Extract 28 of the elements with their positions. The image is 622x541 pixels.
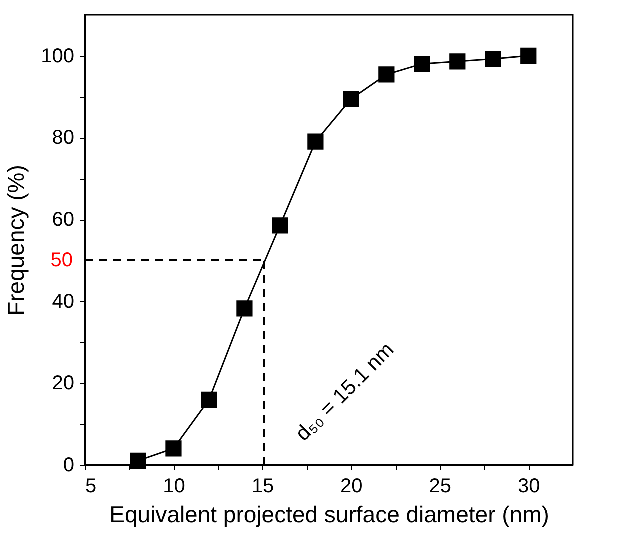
point	[201, 392, 218, 408]
y-axis-title: Frequency (%)	[3, 165, 30, 316]
x-tick-label: 20	[340, 476, 363, 498]
x-tick-label: 30	[518, 476, 540, 498]
y-tick-label: 100	[41, 45, 74, 68]
point	[450, 54, 466, 70]
x-tick-label: 5	[86, 476, 97, 498]
point	[236, 300, 253, 317]
x-axis-title: Equivalent projected surface diameter (nm)	[110, 502, 550, 528]
y-tick-label: 60	[52, 209, 74, 232]
point	[272, 218, 288, 234]
x-tick-label: 10	[163, 476, 186, 498]
point	[130, 452, 146, 469]
point	[166, 440, 182, 457]
y-tick-label: 20	[52, 372, 74, 395]
point	[343, 91, 360, 108]
x-tick-label: 25	[429, 476, 452, 498]
point	[520, 48, 537, 64]
point	[308, 134, 324, 150]
y-tick-label: 80	[52, 127, 74, 150]
y-tick-label: 0	[63, 454, 74, 476]
ref-line-label: 50	[50, 249, 73, 272]
y-tick-label: 40	[52, 290, 74, 313]
x-tick-label: 15	[252, 476, 274, 498]
point	[414, 56, 430, 72]
point	[378, 66, 395, 83]
annotation: d₅₀ = 15.1 nm	[291, 338, 399, 446]
point	[485, 51, 502, 68]
